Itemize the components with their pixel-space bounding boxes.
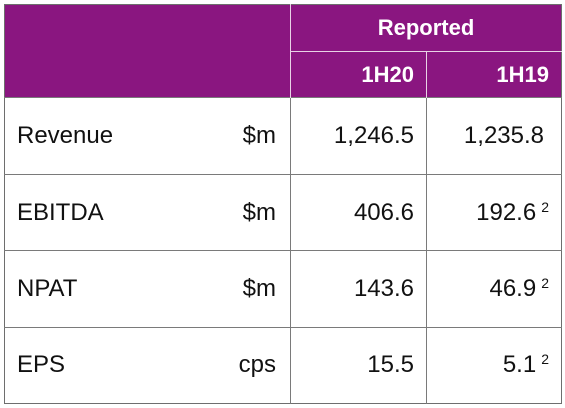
table-row: EBITDA $m 406.6 192.6 2	[4, 173, 562, 251]
financial-results-table: Reported 1H20 1H19 Revenue $m 1,246.5 1,…	[4, 4, 562, 404]
metric-label: EPS	[4, 326, 195, 404]
value-1h19-cell: 46.9 2	[426, 250, 562, 328]
value-1h19: 192.6	[476, 198, 537, 226]
value-1h19: 1,235.8	[463, 122, 544, 150]
value-1h19-cell: 192.6 2	[426, 173, 562, 251]
value-1h20: 143.6	[290, 250, 427, 328]
period-header-1h19: 1H19	[426, 51, 562, 98]
metric-label: NPAT	[4, 250, 195, 328]
period-header-1h20: 1H20	[290, 51, 427, 98]
unit-label: $m	[194, 97, 291, 175]
table-row: NPAT $m 143.6 46.9 2	[4, 250, 562, 328]
value-1h19: 46.9	[489, 274, 537, 302]
unit-label: $m	[194, 173, 291, 251]
table-row: Revenue $m 1,246.5 1,235.8	[4, 97, 562, 175]
metric-label: Revenue	[4, 97, 195, 175]
value-1h20: 15.5	[290, 326, 427, 404]
value-1h20: 1,246.5	[290, 97, 427, 175]
metric-label: EBITDA	[4, 173, 195, 251]
header-row-group: Reported	[4, 4, 562, 98]
unit-label: $m	[194, 250, 291, 328]
value-1h19-cell: 1,235.8	[426, 97, 562, 175]
value-1h19: 5.1	[502, 351, 537, 379]
value-1h20: 406.6	[290, 173, 427, 251]
header-blank-cell	[4, 4, 291, 98]
unit-label: cps	[194, 326, 291, 404]
table-row: EPS cps 15.5 5.1 2	[4, 326, 562, 404]
value-1h19-cell: 5.1 2	[426, 326, 562, 404]
reported-header: Reported	[290, 4, 562, 53]
header-row-periods: 1H20 1H19	[5, 51, 562, 98]
footnote-marker: 2	[541, 198, 549, 215]
footnote-marker: 2	[541, 351, 549, 368]
footnote-marker: 2	[541, 274, 549, 291]
